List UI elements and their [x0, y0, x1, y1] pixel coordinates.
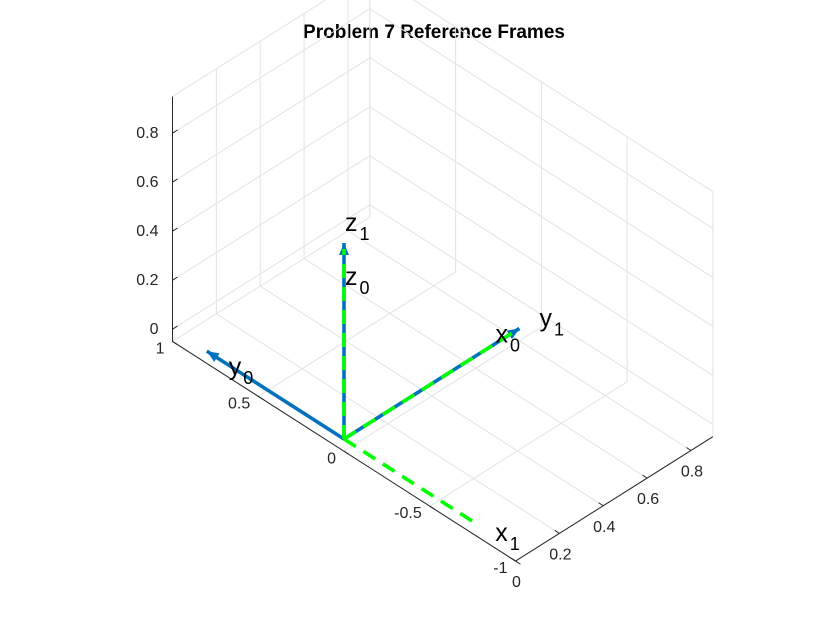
label-sub-z1: 1: [360, 224, 370, 244]
grid-line: [343, 326, 542, 452]
x-tick-mark: [598, 502, 604, 507]
z-tick-label: 0: [150, 321, 159, 338]
y-tick-mark: [515, 560, 521, 565]
grid-line: [257, 271, 456, 397]
grid-line: [412, 0, 714, 193]
x-tick-mark: [510, 557, 516, 562]
y-tick-label: -1: [493, 560, 507, 577]
grid-line: [172, 155, 371, 281]
x-tick-mark: [554, 529, 560, 534]
vector-y0: [205, 349, 345, 441]
z-tick-label: 0.8: [136, 125, 158, 142]
label-sub-z0: 0: [360, 278, 370, 298]
label-sub-x0: 0: [510, 335, 520, 355]
y-tick-mark: [172, 341, 178, 346]
grid-line: [369, 204, 714, 425]
z-tick-mark: [172, 276, 178, 281]
x-tick-mark: [686, 447, 692, 451]
x-tick-label: 0.6: [637, 491, 659, 508]
z-tick-label: 0.6: [136, 174, 158, 191]
y-tick-label: 0.5: [228, 395, 250, 412]
z-tick-mark: [172, 227, 178, 232]
x-tick-label: 0.8: [681, 463, 703, 480]
arrowhead-y0: [206, 351, 220, 362]
label-sub-y0: 0: [243, 368, 253, 388]
axis-lines: [172, 96, 714, 562]
grid-lines: [172, 0, 714, 562]
z-tick-mark: [172, 129, 178, 134]
z-tick-label: 0.2: [136, 272, 158, 289]
z-tick-label: 0.4: [136, 223, 158, 240]
y-tick-label: -0.5: [394, 505, 422, 522]
y-tick-mark: [429, 505, 436, 510]
x-tick-mark: [642, 474, 648, 479]
grid-line: [172, 0, 327, 97]
vector-y1: [343, 330, 516, 441]
grid-line: [369, 57, 714, 278]
x-tick-label: 0: [512, 574, 521, 591]
frame-vectors: [205, 243, 521, 526]
frame-axis-labels: x 0y 0z 0x 1y 1z 1: [229, 209, 564, 554]
grid-line: [369, 155, 714, 376]
tick-labels: 1 0.5 0 -0.5 -1 0 0.2 0.4 0.6 0.8 0 0.2 0.4 0.6 0.8: [136, 125, 703, 591]
grid-line: [369, 106, 714, 327]
vector-x1: [343, 437, 478, 526]
y-tick-label: 1: [156, 340, 165, 357]
x-tick-label: 0.2: [549, 546, 571, 563]
grid-line: [369, 8, 714, 229]
label-sub-x1: 1: [510, 534, 520, 554]
x-tick-label: 0.4: [593, 519, 615, 536]
grid-line: [172, 8, 371, 134]
grid-line: [172, 204, 371, 330]
label-sub-y1: 1: [554, 319, 564, 339]
arrowhead-x0: [506, 328, 520, 340]
grid-line: [172, 216, 371, 342]
y-tick-mark: [257, 395, 264, 400]
z-tick-mark: [172, 325, 178, 330]
grid-line: [172, 106, 371, 232]
y-tick-mark: [343, 450, 350, 455]
chart-title: Problem 7 Reference Frames: [303, 22, 565, 43]
x-axis-line: [515, 436, 714, 562]
y-tick-label: 0: [327, 450, 336, 467]
grid-line: [429, 381, 628, 507]
z-tick-mark: [172, 178, 178, 183]
grid-line: [172, 57, 371, 183]
